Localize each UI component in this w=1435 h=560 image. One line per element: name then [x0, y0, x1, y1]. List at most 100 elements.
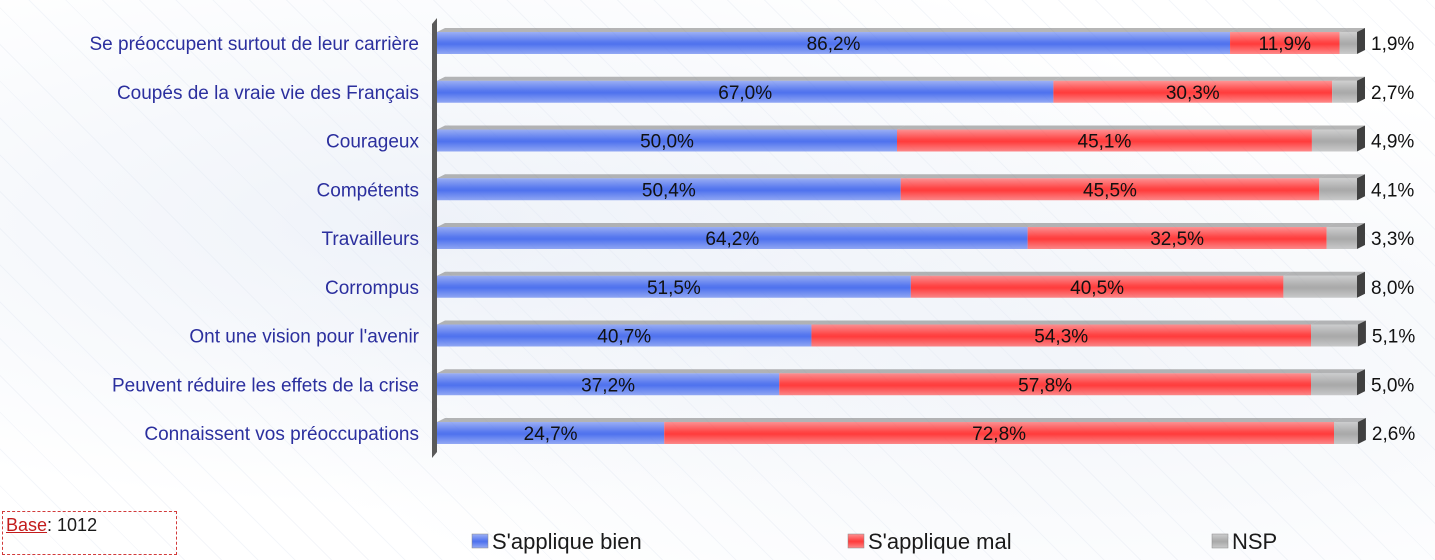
data-label: 30,3% [1166, 83, 1220, 104]
data-label: 8,0% [1371, 278, 1414, 299]
data-label: 3,3% [1371, 229, 1414, 250]
legend-swatch [1211, 533, 1229, 549]
legend-swatch [847, 533, 865, 549]
legend-swatch [471, 533, 489, 549]
bar-top-face [1339, 28, 1365, 32]
bar-segment [1053, 80, 1333, 103]
legend-label: NSP [1232, 529, 1277, 554]
bar-segment [779, 373, 1311, 396]
bar-segment [1332, 80, 1357, 103]
data-label: 2,6% [1372, 424, 1415, 445]
bar-segment [1319, 178, 1357, 201]
bar-end-face [1357, 369, 1365, 396]
base-value: : 1012 [47, 515, 98, 535]
bar-top-face [910, 271, 1292, 276]
bar-top-face [437, 28, 1239, 32]
bar-top-face [897, 125, 1320, 130]
data-label: 45,1% [1078, 132, 1132, 153]
bar-top-face [1230, 28, 1348, 32]
bar-segment [1230, 32, 1340, 54]
category-label: Travailleurs [322, 229, 420, 250]
bar-segment [437, 129, 897, 152]
bar-segment [437, 178, 901, 201]
bar-top-face [437, 76, 1062, 81]
bar-top-face [437, 369, 788, 374]
bar-top-face [1027, 223, 1335, 227]
data-label: 32,5% [1150, 229, 1204, 250]
bar-top-face [779, 369, 1319, 374]
bar-end-face [1357, 28, 1365, 54]
bar-top-face [437, 320, 820, 325]
data-label: 4,1% [1371, 180, 1414, 201]
bar-top-face [437, 125, 905, 130]
data-label: 45,5% [1083, 180, 1137, 201]
bar-top-face [1053, 76, 1341, 81]
data-label: 57,8% [1018, 375, 1072, 396]
legend-label: S'applique bien [492, 529, 642, 554]
data-label: 64,2% [705, 229, 759, 250]
category-label: Peuvent réduire les effets de la crise [112, 375, 419, 396]
category-label: Coupés de la vraie vie des Français [117, 83, 419, 104]
bar-segment [437, 80, 1054, 103]
bar-top-face [1332, 76, 1365, 81]
bar-end-face [1357, 320, 1366, 347]
bar-segment [900, 178, 1320, 201]
category-label: Compétents [317, 180, 419, 201]
data-label: 67,0% [718, 83, 772, 104]
bar-end-face [1357, 76, 1365, 103]
bar-segment [1326, 227, 1357, 249]
data-label: 24,7% [524, 424, 578, 445]
legend-label: S'applique mal [868, 529, 1012, 554]
bar-segment [437, 275, 911, 298]
bar-segment [1027, 227, 1327, 249]
bar-end-face [1357, 174, 1365, 201]
bar-end-face [1357, 125, 1365, 152]
bar-segment [1311, 129, 1357, 152]
bar-segment [1283, 275, 1357, 298]
bar-top-face [437, 223, 1036, 227]
bar-segment [437, 227, 1028, 249]
bar-top-face [900, 174, 1328, 179]
bar-segment [1311, 373, 1357, 396]
data-label: 11,9% [1259, 34, 1312, 55]
bar-top-face [664, 418, 1342, 422]
bar-top-face [437, 418, 673, 422]
bar-top-face [1319, 174, 1365, 179]
data-label: 54,3% [1034, 327, 1088, 348]
data-label: 2,7% [1371, 83, 1414, 104]
data-label: 40,7% [597, 327, 651, 348]
base-label: Base [6, 515, 48, 535]
bar-segment [811, 324, 1311, 347]
bar-segment [437, 422, 665, 444]
bar-segment [664, 422, 1334, 444]
bar-segment [437, 324, 812, 347]
bar-segment [437, 373, 780, 396]
category-label: Courageux [326, 132, 419, 153]
bar-top-face [1326, 223, 1365, 227]
bar-segment [897, 129, 1312, 152]
category-label: Connaissent vos préoccupations [144, 424, 419, 445]
bar-end-face [1357, 223, 1365, 249]
category-label: Se préoccupent surtout de leur carrière [89, 34, 419, 55]
bar-segment [910, 275, 1284, 298]
bar-top-face [1311, 369, 1365, 374]
bar-top-face [437, 271, 919, 276]
data-label: 5,0% [1371, 375, 1414, 396]
data-label: 50,4% [642, 180, 696, 201]
bar-end-face [1357, 271, 1365, 298]
axis-wall [432, 18, 437, 458]
data-label: 1,9% [1371, 34, 1414, 55]
bar-segment [1311, 324, 1358, 347]
data-label: 5,1% [1372, 327, 1415, 348]
data-label: 40,5% [1070, 278, 1124, 299]
bar-top-face [1311, 320, 1366, 325]
data-label: 51,5% [647, 278, 701, 299]
bar-top-face [1311, 125, 1365, 130]
data-label: 86,2% [807, 34, 861, 55]
category-label: Corrompus [325, 278, 419, 299]
bar-top-face [811, 320, 1319, 325]
bar-segment [437, 32, 1231, 54]
base-note: Base: 1012 [2, 511, 177, 555]
bar-segment [1339, 32, 1357, 54]
